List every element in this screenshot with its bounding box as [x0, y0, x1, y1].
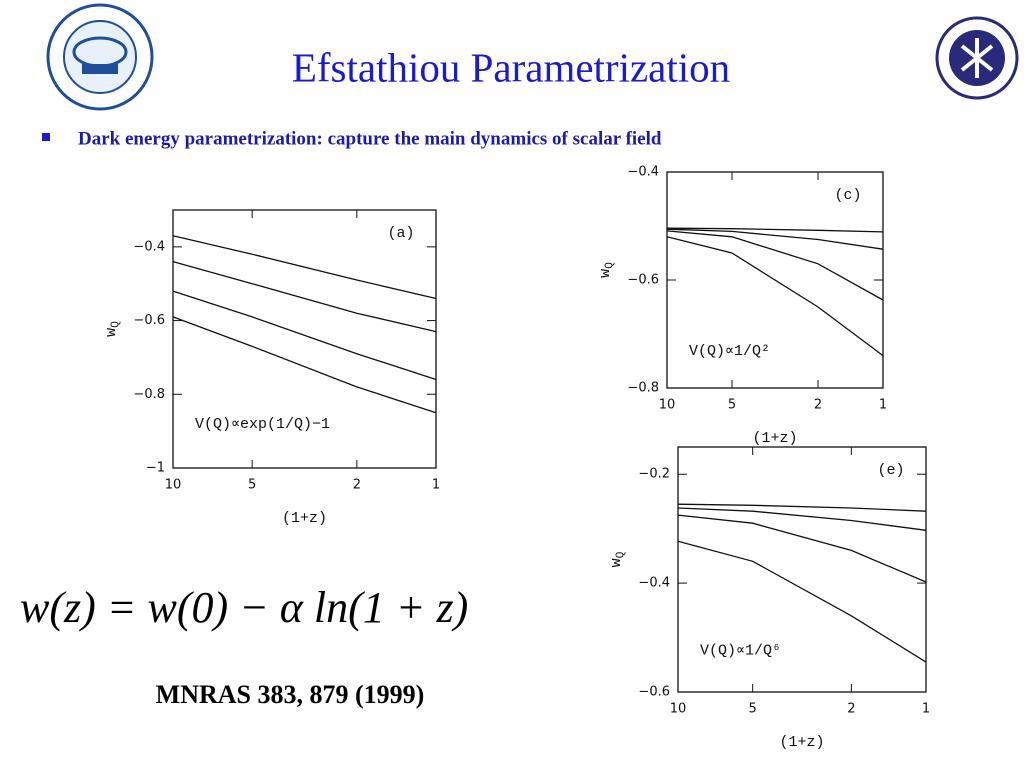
panel-label: (a)	[387, 225, 414, 242]
slide-title: Efstathiou Parametrization	[292, 44, 730, 90]
y-axis-label-sub: Q	[615, 551, 627, 558]
y-axis-label-main: w	[608, 558, 625, 567]
panel-label: (e)	[877, 462, 904, 479]
citation: MNRAS 383, 879 (1999)	[156, 680, 425, 709]
curve	[677, 514, 927, 583]
x-tick-label: 5	[248, 478, 256, 493]
y-tick-label: −0.2	[638, 467, 670, 482]
x-tick-label: 1	[922, 702, 930, 717]
curve	[172, 235, 437, 300]
curve	[172, 260, 437, 333]
y-axis-label: wQ	[608, 551, 627, 567]
x-tick-label: 1	[432, 478, 440, 493]
chart: 10 5 2 1 −1 −0.8 −0.6 −0.4 (a) V(Q)∝exp(1/Q)−1 (1+…	[103, 209, 440, 527]
curve	[677, 503, 927, 512]
x-tick-label: 2	[814, 398, 822, 413]
annotation: V(Q)∝1/Q⁶	[700, 642, 781, 659]
curve	[677, 540, 927, 663]
curve	[172, 316, 437, 414]
y-axis-label: wQ	[597, 262, 616, 278]
x-tick-label: 10	[659, 398, 676, 413]
plot-frame	[677, 446, 927, 693]
annotation: V(Q)∝exp(1/Q)−1	[195, 416, 330, 433]
y-axis-label-sub: Q	[604, 262, 616, 269]
x-axis-label: (1+z)	[779, 734, 824, 751]
panel-label: (c)	[834, 187, 861, 204]
y-tick-label: −0.6	[627, 273, 659, 288]
x-axis-label: (1+z)	[752, 430, 797, 447]
x-tick-label: 5	[728, 398, 736, 413]
curve	[666, 228, 884, 250]
chart: 10 5 2 1 −0.6 −0.4 −0.2 (e) V(Q)∝1/Q⁶ (1+z) wQ	[608, 446, 930, 751]
x-axis-label: (1+z)	[282, 510, 327, 527]
y-tick-label: −0.8	[627, 381, 659, 396]
curve	[666, 236, 884, 357]
bullet-text: Dark energy parametrization: capture the…	[78, 128, 662, 149]
y-tick-label: −1	[146, 461, 165, 476]
curve	[666, 230, 884, 301]
y-axis-label: wQ	[103, 321, 122, 337]
department-logo	[935, 16, 1019, 100]
y-tick-label: −0.8	[133, 387, 165, 402]
y-tick-label: −0.6	[638, 685, 670, 700]
x-tick-label: 5	[749, 702, 757, 717]
y-tick-label: −0.4	[133, 239, 165, 254]
equation: w(z) = w(0) − α ln(1 + z)	[20, 583, 468, 632]
y-tick-label: −0.4	[638, 576, 670, 591]
x-tick-label: 1	[879, 398, 887, 413]
x-tick-label: 10	[165, 478, 182, 493]
y-tick-label: −0.4	[627, 165, 659, 180]
university-logo	[46, 3, 154, 111]
y-tick-label: −0.6	[133, 313, 165, 328]
y-axis-label-main: w	[597, 269, 614, 278]
y-axis-label-main: w	[103, 328, 120, 337]
bullet-marker	[42, 133, 50, 141]
curve	[172, 290, 437, 381]
x-tick-label: 10	[670, 702, 687, 717]
plot-frame	[172, 209, 437, 469]
curve	[677, 507, 927, 531]
x-tick-label: 2	[353, 478, 361, 493]
curve	[666, 227, 884, 233]
annotation: V(Q)∝1/Q²	[689, 343, 770, 360]
chart: 10 5 2 1 −0.8 −0.6 −0.4 (c) V(Q)∝1/Q² (1+z) wQ	[597, 165, 887, 447]
y-axis-label-sub: Q	[110, 321, 122, 328]
x-tick-label: 2	[847, 702, 855, 717]
